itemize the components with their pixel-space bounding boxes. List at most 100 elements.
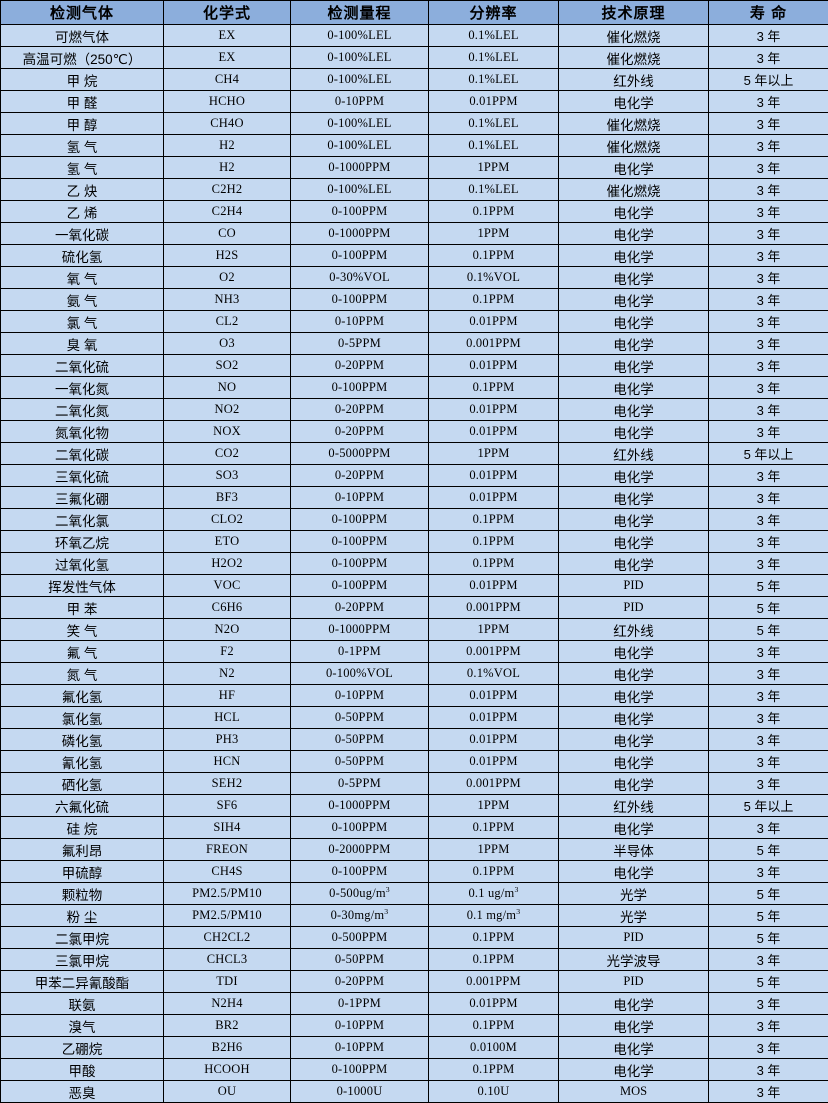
cell-range: 0-100PPM	[291, 245, 429, 267]
cell-res: 0.1PPM	[429, 377, 559, 399]
cell-gas: 氯化氢	[1, 707, 164, 729]
cell-tech: 电化学	[559, 773, 709, 795]
cell-res: 0.001PPM	[429, 773, 559, 795]
cell-range: 0-100PPM	[291, 553, 429, 575]
cell-tech: 电化学	[559, 355, 709, 377]
cell-tech: 电化学	[559, 201, 709, 223]
cell-tech: 光学波导	[559, 949, 709, 971]
cell-gas: 粉 尘	[1, 905, 164, 927]
cell-range: 0-50PPM	[291, 729, 429, 751]
cell-res: 0.0100M	[429, 1037, 559, 1059]
cell-formula: HCOOH	[164, 1059, 291, 1081]
cell-gas: 硫化氢	[1, 245, 164, 267]
cell-res: 0.1%LEL	[429, 135, 559, 157]
cell-range: 0-50PPM	[291, 707, 429, 729]
cell-formula: CH4S	[164, 861, 291, 883]
cell-formula: CH2CL2	[164, 927, 291, 949]
cell-formula: EX	[164, 25, 291, 47]
cell-formula: F2	[164, 641, 291, 663]
cell-range: 0-10PPM	[291, 487, 429, 509]
cell-gas: 氟利昂	[1, 839, 164, 861]
cell-res: 0.1PPM	[429, 245, 559, 267]
cell-res: 0.1PPM	[429, 531, 559, 553]
cell-life: 3 年	[709, 1059, 828, 1081]
cell-range: 0-100PPM	[291, 861, 429, 883]
cell-range: 0-5PPM	[291, 773, 429, 795]
cell-formula: FREON	[164, 839, 291, 861]
cell-range: 0-100PPM	[291, 201, 429, 223]
cell-res: 0.1PPM	[429, 553, 559, 575]
cell-res: 0.01PPM	[429, 685, 559, 707]
cell-formula: H2O2	[164, 553, 291, 575]
cell-res: 0.01PPM	[429, 993, 559, 1015]
cell-life: 3 年	[709, 993, 828, 1015]
cell-gas: 甲硫醇	[1, 861, 164, 883]
cell-formula: BF3	[164, 487, 291, 509]
cell-formula: C6H6	[164, 597, 291, 619]
cell-gas: 甲苯二异氰酸酯	[1, 971, 164, 993]
cell-tech: 电化学	[559, 1059, 709, 1081]
cell-tech: 光学	[559, 905, 709, 927]
cell-res: 1PPM	[429, 223, 559, 245]
table-header-row: 检测气体 化学式 检测量程 分辨率 技术原理 寿 命	[1, 1, 828, 25]
cell-formula: SO3	[164, 465, 291, 487]
cell-range: 0-100%LEL	[291, 113, 429, 135]
cell-formula: PM2.5/PM10	[164, 883, 291, 905]
cell-res: 0.01PPM	[429, 311, 559, 333]
cell-res: 1PPM	[429, 157, 559, 179]
cell-gas: 一氧化氮	[1, 377, 164, 399]
cell-life: 3 年	[709, 223, 828, 245]
cell-life: 3 年	[709, 707, 828, 729]
cell-gas: 三氯甲烷	[1, 949, 164, 971]
cell-formula: N2H4	[164, 993, 291, 1015]
cell-tech: 电化学	[559, 91, 709, 113]
cell-life: 3 年	[709, 47, 828, 69]
cell-life: 3 年	[709, 487, 828, 509]
cell-res: 0.1%LEL	[429, 179, 559, 201]
cell-range: 0-100%LEL	[291, 47, 429, 69]
cell-gas: 六氟化硫	[1, 795, 164, 817]
cell-gas: 氟化氢	[1, 685, 164, 707]
cell-formula: HCHO	[164, 91, 291, 113]
column-header-gas: 检测气体	[1, 1, 164, 25]
cell-life: 3 年	[709, 663, 828, 685]
cell-life: 3 年	[709, 399, 828, 421]
cell-tech: 电化学	[559, 377, 709, 399]
cell-life: 3 年	[709, 773, 828, 795]
cell-gas: 甲 烷	[1, 69, 164, 91]
cell-range: 0-1PPM	[291, 641, 429, 663]
cell-gas: 挥发性气体	[1, 575, 164, 597]
cell-res: 0.01PPM	[429, 355, 559, 377]
cell-formula: CLO2	[164, 509, 291, 531]
cell-life: 3 年	[709, 113, 828, 135]
cell-gas: 二氯甲烷	[1, 927, 164, 949]
cell-formula: B2H6	[164, 1037, 291, 1059]
cell-formula: O3	[164, 333, 291, 355]
cell-tech: 催化燃烧	[559, 179, 709, 201]
cell-range: 0-20PPM	[291, 355, 429, 377]
column-header-res: 分辨率	[429, 1, 559, 25]
cell-life: 3 年	[709, 641, 828, 663]
cell-formula: PM2.5/PM10	[164, 905, 291, 927]
cell-tech: 电化学	[559, 553, 709, 575]
cell-range: 0-100PPM	[291, 509, 429, 531]
cell-res: 1PPM	[429, 795, 559, 817]
cell-gas: 氮氧化物	[1, 421, 164, 443]
cell-life: 5 年	[709, 905, 828, 927]
